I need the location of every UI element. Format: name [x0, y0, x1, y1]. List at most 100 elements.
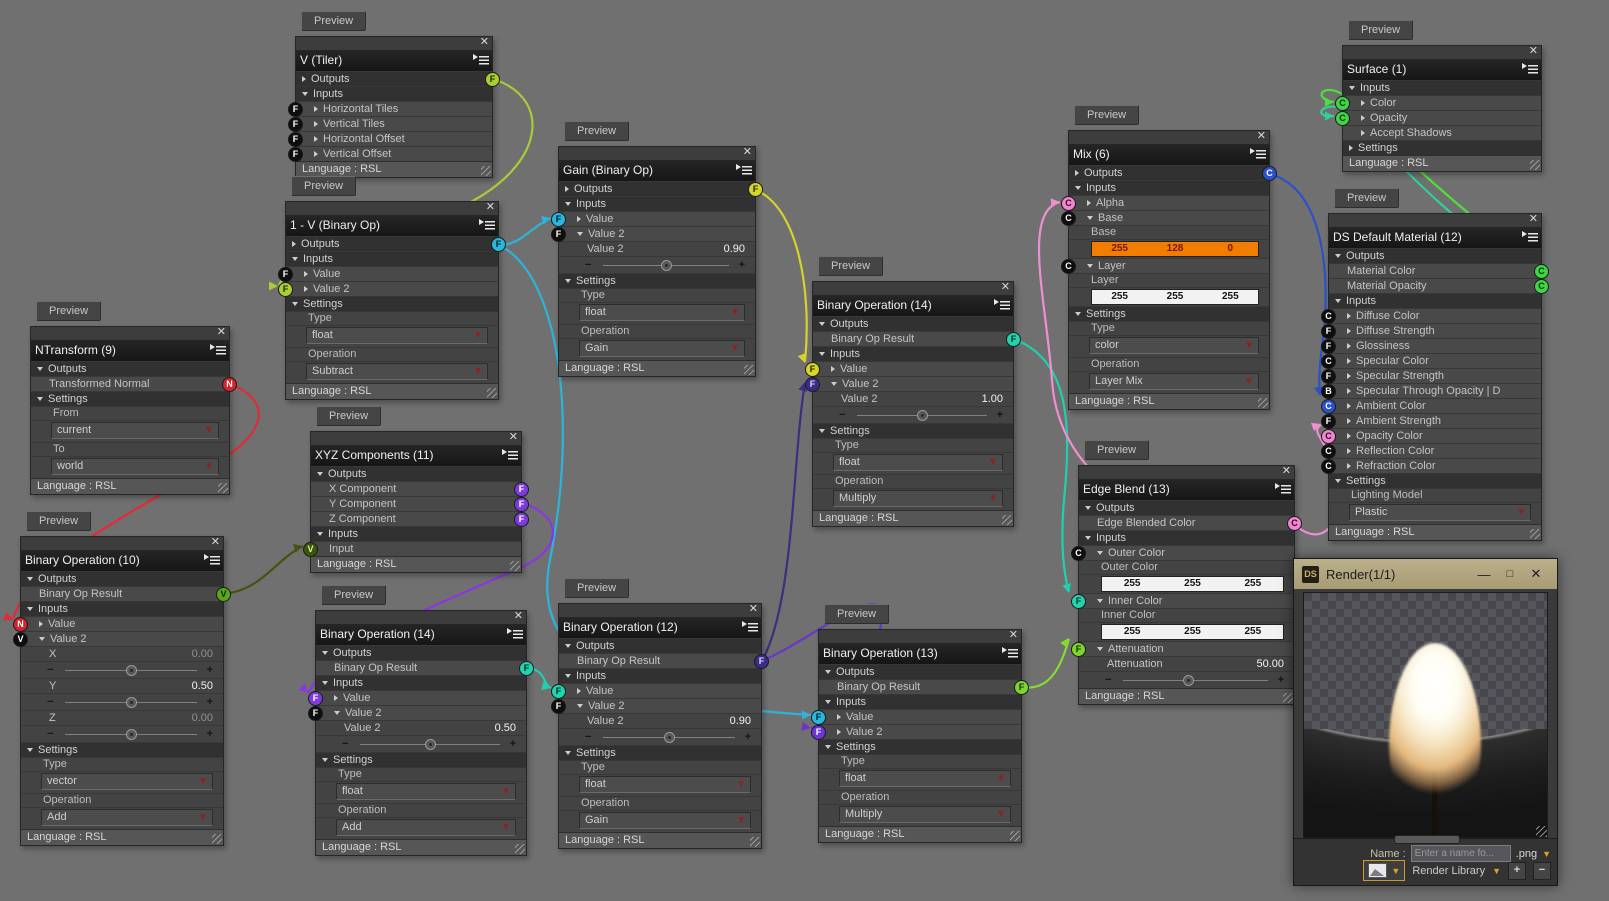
menu-icon[interactable]: [502, 449, 518, 462]
preview-button-one-minus-v[interactable]: Preview: [291, 176, 357, 196]
slider-track[interactable]: [603, 260, 729, 271]
slider-knob[interactable]: [1183, 675, 1195, 686]
item-transformed-normal[interactable]: Transformed Normal N: [31, 376, 237, 392]
item-specular-strength[interactable]: Specular Strength F: [1321, 368, 1541, 384]
item-outer-color[interactable]: Outer Color C: [1071, 545, 1294, 561]
slider-track[interactable]: [603, 732, 735, 743]
node-title-binop10[interactable]: Binary Operation (10): [21, 550, 223, 571]
resize-grip[interactable]: [1283, 693, 1293, 703]
section-settings[interactable]: Settings: [21, 742, 223, 757]
preview-button-dsmat[interactable]: Preview: [1334, 188, 1400, 208]
port-c-mix6[interactable]: C: [1061, 196, 1076, 211]
item-diffuse-strength[interactable]: Diffuse Strength F: [1321, 323, 1541, 339]
item-value[interactable]: Value F: [308, 690, 526, 706]
port-f-binop13[interactable]: F: [811, 725, 826, 740]
save-render-button[interactable]: ▼: [1363, 860, 1406, 881]
resize-grip[interactable]: [515, 844, 525, 854]
port-c-surface[interactable]: C: [1335, 96, 1350, 111]
close-icon[interactable]: ✕: [742, 146, 752, 158]
item-alpha[interactable]: Alpha C: [1061, 195, 1269, 211]
dropdown-add[interactable]: Add ▼: [336, 819, 516, 836]
item-color[interactable]: Color C: [1335, 95, 1541, 111]
preview-button-binop13[interactable]: Preview: [824, 604, 890, 624]
port-f-xyz[interactable]: F: [514, 482, 529, 497]
port-c-edgeblend[interactable]: C: [1071, 546, 1086, 561]
port-c-mix6[interactable]: C: [1061, 211, 1076, 226]
close-icon[interactable]: ✕: [748, 603, 758, 615]
port-f-dsmat[interactable]: F: [1321, 369, 1336, 384]
item-vertical-offset[interactable]: Vertical Offset F: [288, 146, 492, 162]
section-inputs[interactable]: Inputs: [559, 668, 761, 683]
slider-plus-button[interactable]: +: [1277, 674, 1284, 686]
item-horizontal-offset[interactable]: Horizontal Offset F: [288, 131, 492, 147]
section-settings[interactable]: Settings: [1069, 306, 1269, 321]
port-c-dsmat[interactable]: C: [1534, 279, 1549, 294]
dropdown-float[interactable]: float ▼: [579, 776, 751, 793]
item-inner-color[interactable]: Inner Color F: [1071, 593, 1294, 609]
slider-knob[interactable]: [661, 260, 672, 271]
item-base[interactable]: Base C: [1061, 210, 1269, 226]
port-f-edgeblend[interactable]: F: [1071, 642, 1086, 657]
item-input[interactable]: Input V: [303, 541, 521, 557]
slider-minus-button[interactable]: −: [839, 409, 846, 421]
dropdown-float[interactable]: float ▼: [833, 454, 1003, 471]
section-settings[interactable]: Settings: [1343, 140, 1541, 155]
dropdown-color[interactable]: color ▼: [1089, 337, 1259, 354]
slider-minus-button[interactable]: −: [585, 731, 592, 743]
port-c-surface[interactable]: C: [1335, 111, 1350, 126]
color-swatch[interactable]: 255 255 255: [1101, 576, 1284, 592]
minimize-button[interactable]: —: [1477, 566, 1491, 582]
render-name-input[interactable]: [1410, 845, 1511, 862]
slider-minus-button[interactable]: −: [585, 259, 592, 271]
port-f-binop14b[interactable]: F: [805, 362, 820, 377]
resize-grip[interactable]: [1010, 831, 1020, 841]
preview-button-surface[interactable]: Preview: [1348, 20, 1414, 40]
resize-grip[interactable]: [510, 561, 520, 571]
slider-track[interactable]: [65, 729, 197, 740]
dropdown-vector[interactable]: vector ▼: [41, 773, 213, 790]
node-title-binop12[interactable]: Binary Operation (12): [559, 617, 761, 638]
wire-8[interactable]: [761, 382, 807, 662]
slider-plus-button[interactable]: +: [206, 664, 213, 676]
menu-icon[interactable]: [994, 299, 1010, 312]
dropdown-float[interactable]: float ▼: [306, 327, 488, 344]
save-options-caret-icon[interactable]: ▼: [1391, 865, 1401, 876]
port-f-binop13[interactable]: F: [811, 710, 826, 725]
maximize-button[interactable]: □: [1506, 568, 1514, 580]
wire-10[interactable]: [1013, 337, 1071, 593]
port-f-dsmat[interactable]: F: [1321, 324, 1336, 339]
preview-button-binop14a[interactable]: Preview: [321, 585, 387, 605]
dropdown-add[interactable]: Add ▼: [41, 809, 213, 826]
slider-track[interactable]: [65, 665, 197, 676]
close-button[interactable]: ✕: [1530, 566, 1542, 581]
port-f-xyz[interactable]: F: [514, 512, 529, 527]
slider-knob[interactable]: [126, 697, 137, 708]
dropdown-current[interactable]: current ▼: [51, 422, 219, 439]
node-title-binop13[interactable]: Binary Operation (13): [819, 643, 1021, 664]
menu-icon[interactable]: [473, 54, 489, 67]
item-binary-op-result[interactable]: Binary Op Result F: [559, 653, 769, 669]
wire-3[interactable]: [755, 188, 808, 363]
section-inputs[interactable]: Inputs: [1079, 530, 1294, 545]
add-button[interactable]: +: [1508, 861, 1526, 880]
menu-icon[interactable]: [1522, 231, 1538, 244]
slider-minus-button[interactable]: −: [47, 664, 54, 676]
section-inputs[interactable]: Inputs: [1343, 80, 1541, 95]
section-inputs[interactable]: Inputs: [819, 694, 1021, 709]
port-c-dsmat[interactable]: C: [1321, 399, 1336, 414]
port-c-dsmat[interactable]: C: [1321, 429, 1336, 444]
port-v-binop10[interactable]: V: [216, 587, 231, 602]
node-title-gain[interactable]: Gain (Binary Op): [559, 160, 755, 181]
node-title-xyz[interactable]: XYZ Components (11): [311, 445, 521, 466]
item-binary-op-result[interactable]: Binary Op Result F: [819, 679, 1029, 695]
section-inputs[interactable]: Inputs: [21, 601, 223, 616]
section-settings[interactable]: Settings: [316, 752, 526, 767]
dropdown-gain[interactable]: Gain ▼: [579, 340, 745, 357]
slider-track[interactable]: [360, 739, 500, 750]
slider-track[interactable]: [857, 410, 987, 421]
node-title-ntransform[interactable]: NTransform (9): [31, 340, 229, 361]
menu-icon[interactable]: [1275, 483, 1291, 496]
item-value[interactable]: Value F: [805, 361, 1013, 377]
